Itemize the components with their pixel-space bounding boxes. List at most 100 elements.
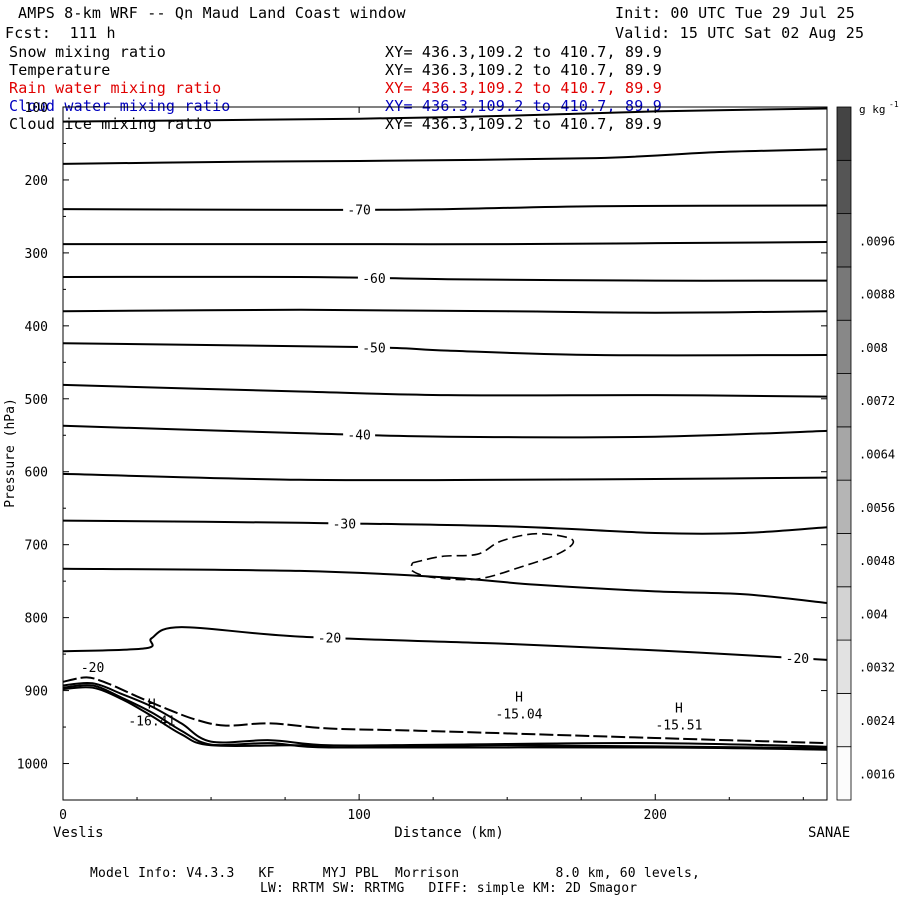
- y-axis-label: Pressure (hPa): [3, 398, 18, 508]
- colorbar-swatch: [836, 266, 852, 321]
- field-snow-xy: XY= 436.3,109.2 to 410.7, 89.9: [385, 43, 662, 61]
- y-tick-label: 800: [25, 612, 48, 627]
- colorbar-level-label: .0056: [859, 501, 895, 515]
- colorbar-swatch: [836, 533, 852, 588]
- y-tick-label: 600: [25, 466, 48, 481]
- valid-time: Valid: 15 UTC Sat 02 Aug 25: [615, 24, 865, 42]
- field-cloudwater-xy: XY= 436.3,109.2 to 410.7, 89.9: [385, 97, 662, 115]
- x-right-location: SANAE: [808, 825, 850, 841]
- surface-temperature-line: [62, 676, 828, 745]
- surface-temperature-line: [62, 686, 828, 751]
- init-time: Init: 00 UTC Tue 29 Jul 25: [615, 4, 855, 22]
- high-value: -15.51: [655, 719, 702, 734]
- colorbar-swatch: [836, 746, 852, 801]
- high-marker: H: [675, 702, 683, 717]
- colorbar-level-label: .008: [859, 341, 888, 355]
- colorbar-swatch: [836, 213, 852, 268]
- y-tick-label: 400: [25, 320, 48, 335]
- colorbar-swatch: [836, 159, 852, 215]
- x-tick-label: 100: [347, 808, 370, 823]
- isotherm-line: [62, 148, 828, 165]
- isotherm-line: [63, 241, 828, 246]
- surface-contour-label: -20: [81, 661, 104, 676]
- plot-frame: [62, 106, 828, 801]
- model-info-line1: Model Info: V4.3.3 KF MYJ PBL Morrison 8…: [90, 866, 701, 881]
- isotherm-line: [62, 107, 828, 123]
- isotherm-line: [62, 626, 828, 661]
- colorbar-unit: g kg: [859, 103, 886, 116]
- colorbar-level-label: .0096: [859, 234, 895, 248]
- isotherm-label-bg: [328, 515, 361, 532]
- colorbar-level-label: .0064: [859, 448, 895, 462]
- y-tick-label: 200: [25, 174, 48, 189]
- isotherm-line: [62, 275, 828, 282]
- model-info-line2: LW: RRTM SW: RRTMG DIFF: simple KM: 2D S…: [260, 881, 638, 896]
- high-marker: H: [515, 691, 523, 706]
- field-cloudice-name: Cloud ice mixing ratio: [9, 115, 213, 133]
- cloud-ice-contour: [410, 532, 575, 581]
- field-rain-xy: XY= 436.3,109.2 to 410.7, 89.9: [385, 79, 662, 97]
- field-temp-xy: XY= 436.3,109.2 to 410.7, 89.9: [385, 61, 662, 79]
- y-tick-label: 700: [25, 539, 48, 554]
- isotherm-line: [62, 383, 828, 398]
- colorbar-level-label: .0032: [859, 661, 895, 675]
- isotherm-label-bg: [343, 426, 376, 443]
- high-value: -16.41: [128, 714, 175, 729]
- y-tick-label: 300: [25, 247, 48, 262]
- y-tick-label: 900: [25, 685, 48, 700]
- colorbar-unit-exponent: -1: [889, 100, 899, 109]
- isotherm-label: -70: [347, 204, 370, 219]
- field-snow-name: Snow mixing ratio: [9, 43, 166, 61]
- isotherm-label: -60: [362, 272, 385, 287]
- colorbar-level-label: .0024: [859, 714, 895, 728]
- isotherm-label-bg: [357, 270, 390, 287]
- isotherm-line: [62, 519, 828, 535]
- isotherm-label: -20: [318, 632, 341, 647]
- x-tick-label: 200: [644, 808, 667, 823]
- colorbar-swatch: [836, 106, 852, 161]
- forecast-hour: Fcst: 111 h: [5, 24, 116, 42]
- y-tick-label: 500: [25, 393, 48, 408]
- isotherm-line: [62, 424, 828, 439]
- isotherm-label-bg: [357, 339, 390, 356]
- isotherm-end-label: -20: [786, 652, 809, 667]
- surface-temperature-line: [62, 681, 828, 748]
- isotherm-label-bg: [781, 650, 814, 667]
- surface-temperature-line: [62, 684, 828, 750]
- y-tick-label: 100: [25, 101, 48, 116]
- colorbar-swatch: [836, 319, 852, 374]
- isotherm-line: [62, 308, 828, 314]
- isotherm-label-bg: [313, 629, 346, 646]
- field-temp-name: Temperature: [9, 61, 111, 79]
- isotherm-label-bg: [343, 201, 376, 218]
- chart-title: AMPS 8-km WRF -- Qn Maud Land Coast wind…: [18, 4, 406, 22]
- isotherm-line: [62, 342, 828, 357]
- colorbar-level-label: .0088: [859, 288, 895, 302]
- isotherm-line: [62, 204, 828, 211]
- colorbar-swatch: [836, 586, 852, 641]
- isotherm-line: [62, 567, 828, 604]
- colorbar-level-label: .0048: [859, 554, 895, 568]
- colorbar-swatch: [836, 639, 852, 694]
- field-cloudice-xy: XY= 436.3,109.2 to 410.7, 89.9: [385, 115, 662, 133]
- x-tick-label: 0: [59, 808, 67, 823]
- isotherm-label: -30: [333, 518, 356, 533]
- field-cloudwater-name: Cloud water mixing ratio: [9, 97, 231, 115]
- high-value: -15.04: [496, 708, 543, 723]
- y-tick-label: 1000: [17, 758, 48, 773]
- colorbar-level-label: .004: [859, 607, 888, 621]
- high-marker: H: [148, 697, 156, 712]
- isotherm-label: -50: [362, 342, 385, 357]
- x-axis-label: Distance (km): [394, 825, 504, 841]
- field-rain-name: Rain water mixing ratio: [9, 79, 222, 97]
- colorbar-level-label: .0072: [859, 394, 895, 408]
- colorbar-swatch: [836, 692, 852, 748]
- isotherm-label: -40: [347, 429, 370, 444]
- colorbar-swatch: [836, 479, 852, 534]
- x-left-location: Veslis: [53, 825, 104, 841]
- isotherm-line: [62, 472, 828, 482]
- colorbar-swatch: [836, 373, 852, 428]
- colorbar-swatch: [836, 426, 852, 481]
- colorbar-level-label: .0016: [859, 767, 895, 781]
